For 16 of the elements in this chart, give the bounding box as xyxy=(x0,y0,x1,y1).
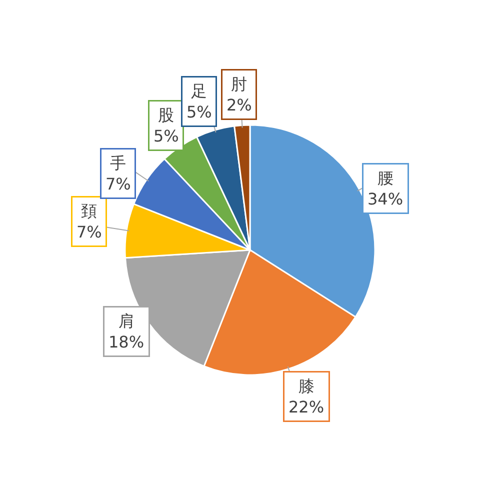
slice-label: 頚 xyxy=(81,202,98,220)
data-label: 7% xyxy=(106,174,131,194)
slice-label: 腰 xyxy=(377,168,394,188)
slice-label: 足 xyxy=(191,82,208,100)
data-label: 2% xyxy=(226,95,252,114)
data-label: 7% xyxy=(76,222,102,242)
slice-label: 手 xyxy=(110,154,126,172)
slice-label: 膝 xyxy=(298,376,314,396)
data-label: 34% xyxy=(368,189,404,208)
data-label: 22% xyxy=(288,397,324,416)
data-label: 5% xyxy=(186,102,212,122)
slice-label: 肩 xyxy=(118,312,134,330)
slice-label: 股 xyxy=(158,106,174,124)
data-label: 18% xyxy=(108,332,144,352)
data-label: 5% xyxy=(154,126,179,146)
slice-label: 肘 xyxy=(231,74,248,94)
